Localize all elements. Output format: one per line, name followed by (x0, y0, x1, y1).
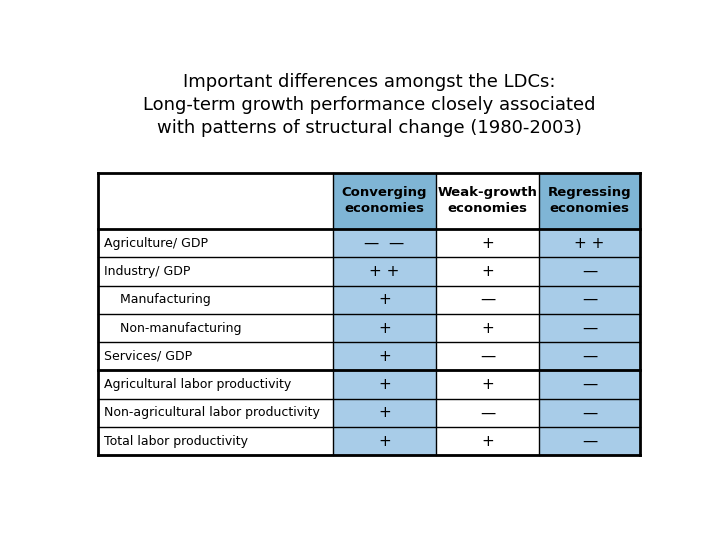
Bar (333, 229, 436, 258)
Bar (539, 370, 639, 399)
Bar (436, 229, 539, 258)
Text: Services/ GDP: Services/ GDP (104, 350, 192, 363)
Text: + +: + + (369, 264, 400, 279)
Text: —: — (582, 434, 597, 449)
Text: +: + (481, 377, 494, 392)
Text: Industry/ GDP: Industry/ GDP (104, 265, 190, 278)
Text: —: — (582, 406, 597, 420)
Bar (99, 427, 333, 455)
Bar (539, 258, 639, 286)
Text: —  —: — — (364, 235, 405, 251)
Bar (99, 399, 333, 427)
Bar (436, 399, 539, 427)
Bar (333, 342, 436, 370)
Text: —: — (480, 349, 495, 364)
Bar (333, 286, 436, 314)
Text: Agricultural labor productivity: Agricultural labor productivity (104, 378, 291, 391)
Text: —: — (582, 321, 597, 335)
Bar (436, 258, 539, 286)
Bar (333, 399, 436, 427)
Text: +: + (378, 406, 391, 420)
Bar (99, 342, 333, 370)
Bar (333, 258, 436, 286)
Text: Total labor productivity: Total labor productivity (104, 435, 248, 448)
Text: +: + (378, 377, 391, 392)
Text: —: — (582, 292, 597, 307)
Bar (436, 427, 539, 455)
Text: Converging
economies: Converging economies (341, 186, 427, 215)
Bar (333, 314, 436, 342)
Bar (436, 342, 539, 370)
Text: Non-manufacturing: Non-manufacturing (104, 321, 241, 334)
Text: + +: + + (575, 235, 605, 251)
Text: +: + (481, 321, 494, 335)
Text: Agriculture/ GDP: Agriculture/ GDP (104, 237, 208, 249)
Bar (539, 229, 639, 258)
Text: —: — (480, 292, 495, 307)
Bar (539, 286, 639, 314)
Bar (333, 370, 436, 399)
Bar (539, 314, 639, 342)
Bar (436, 286, 539, 314)
Text: Regressing
economies: Regressing economies (548, 186, 631, 215)
Bar (436, 370, 539, 399)
Bar (333, 427, 436, 455)
Text: Weak-growth
economies: Weak-growth economies (438, 186, 538, 215)
Text: —: — (480, 406, 495, 420)
Text: —: — (582, 264, 597, 279)
Text: +: + (378, 292, 391, 307)
Text: —: — (582, 349, 597, 364)
Text: Manufacturing: Manufacturing (104, 293, 211, 306)
Text: +: + (378, 349, 391, 364)
Text: +: + (481, 235, 494, 251)
Bar (99, 314, 333, 342)
Bar (99, 286, 333, 314)
Bar (539, 427, 639, 455)
Bar (539, 399, 639, 427)
Bar (539, 342, 639, 370)
Text: +: + (481, 434, 494, 449)
Text: Important differences amongst the LDCs:
Long-term growth performance closely ass: Important differences amongst the LDCs: … (143, 73, 595, 137)
Bar (436, 314, 539, 342)
Text: Non-agricultural labor productivity: Non-agricultural labor productivity (104, 406, 320, 420)
Bar (99, 258, 333, 286)
Text: +: + (378, 434, 391, 449)
Text: —: — (582, 377, 597, 392)
Text: +: + (378, 321, 391, 335)
Bar (99, 370, 333, 399)
Text: +: + (481, 264, 494, 279)
Bar (99, 229, 333, 258)
